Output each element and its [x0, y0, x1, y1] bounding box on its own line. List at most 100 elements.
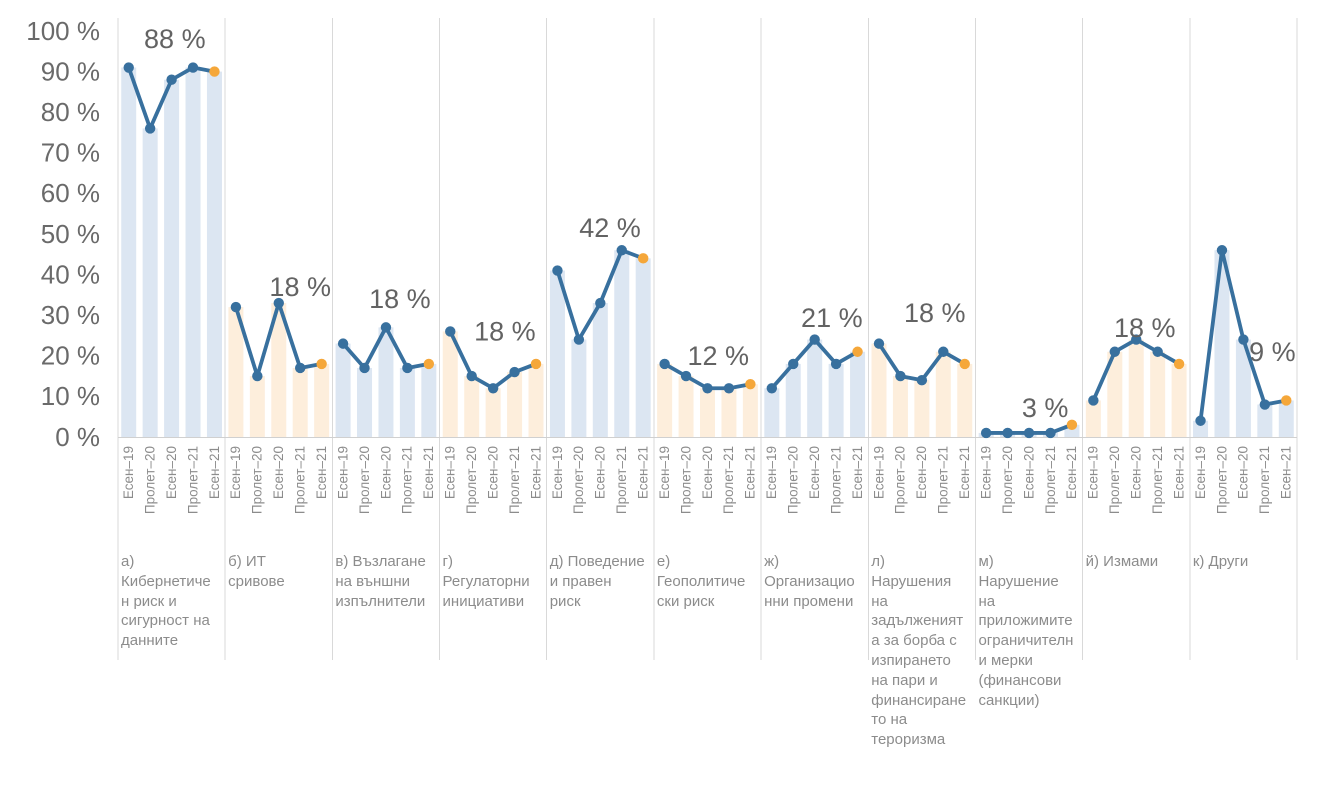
x-axis-tick-label: Есен–20 [700, 446, 715, 499]
bar [892, 376, 908, 437]
annotation-value-label: 3 % [1022, 393, 1069, 423]
bar [357, 367, 373, 437]
x-axis-tick-label: Пролет–21 [1150, 446, 1165, 514]
data-point [295, 362, 306, 374]
x-axis-tick-label: Есен–20 [271, 446, 286, 499]
category-label: ж) Организационни промени [764, 553, 855, 610]
bar [785, 363, 801, 437]
x-axis-tick-label: Пролет–20 [786, 446, 801, 514]
final-data-point [530, 358, 542, 370]
bar [635, 258, 651, 437]
x-axis-tick-label: Есен–19 [1086, 446, 1101, 499]
y-axis-tick-label: 20 % [41, 341, 100, 371]
data-point [830, 358, 842, 370]
bar [742, 384, 758, 437]
final-data-point [959, 358, 970, 370]
category-label: г) Регулаторни инициативи [442, 553, 530, 610]
data-point [359, 362, 370, 374]
category-label: л) Нарушения на задълженията за борба с … [871, 553, 967, 749]
data-point [402, 362, 413, 374]
bar [807, 339, 823, 437]
y-axis-tick-label: 10 % [41, 381, 100, 411]
data-point [445, 326, 456, 337]
data-point [1002, 427, 1013, 439]
final-data-point [423, 358, 435, 370]
x-axis-tick-label: Пролет–21 [400, 446, 415, 514]
x-axis-tick-label: Есен–19 [443, 446, 458, 499]
data-point [123, 62, 134, 73]
data-point [273, 297, 284, 309]
x-axis-tick-label: Пролет–21 [614, 446, 629, 514]
data-point [723, 383, 735, 394]
y-axis-tick-label: 50 % [41, 219, 100, 249]
data-point [702, 383, 713, 394]
bar [1150, 351, 1166, 437]
data-point [337, 338, 349, 349]
x-axis-tick-label: Пролет–20 [464, 446, 479, 514]
bar [249, 376, 265, 437]
bar [1171, 363, 1187, 437]
category-label: м) Нарушение на приложимите ограничителн… [978, 553, 1074, 709]
data-point [1131, 334, 1142, 345]
category-label: б) ИТ сривове [228, 553, 285, 590]
data-point [552, 265, 563, 276]
final-data-point [1281, 395, 1292, 406]
data-point [895, 370, 906, 382]
annotation-value-label: 21 % [801, 303, 863, 333]
x-axis-tick-label: Пролет–20 [1214, 446, 1229, 514]
bar [935, 351, 951, 437]
x-axis-tick-label: Есен–19 [978, 446, 993, 499]
bar [871, 343, 887, 437]
bar [828, 363, 844, 437]
bar [378, 327, 394, 437]
x-axis-tick-label: Пролет–21 [828, 446, 843, 514]
bar [1107, 351, 1123, 437]
category-label: а) Кибернетичен риск и сигурност на данн… [121, 553, 211, 650]
annotation-value-label: 18 % [1114, 313, 1176, 343]
y-axis-tick-label: 60 % [41, 178, 100, 208]
data-point [1088, 395, 1099, 406]
data-point [1023, 427, 1035, 439]
x-axis-tick-label: Есен–20 [807, 446, 822, 499]
bar [442, 331, 458, 437]
final-data-point [1173, 358, 1185, 370]
y-axis-tick-label: 30 % [41, 300, 100, 330]
data-point [466, 370, 477, 382]
x-axis-tick-label: Есен–19 [550, 446, 565, 499]
category-label: е) Геополитически риск [656, 553, 746, 610]
annotation-value-label: 18 % [369, 284, 431, 314]
x-axis-tick-label: Есен–21 [1279, 446, 1294, 499]
y-axis-tick-label: 70 % [41, 138, 100, 168]
x-axis-tick-label: Пролет–20 [1000, 446, 1015, 514]
x-axis-tick-label: Есен–20 [164, 446, 179, 499]
category-label: й) Измами [1085, 553, 1159, 570]
data-point [980, 427, 992, 439]
data-point [230, 301, 242, 313]
data-point [1195, 415, 1206, 426]
final-data-point [637, 253, 649, 264]
data-point [809, 334, 820, 345]
final-data-point [209, 66, 220, 77]
x-axis-tick-label: Есен–21 [957, 446, 972, 499]
x-axis-tick-label: Есен–20 [593, 446, 608, 499]
annotation-value-label: 88 % [144, 24, 206, 54]
bar [464, 376, 480, 437]
bar [850, 351, 866, 437]
bar [528, 363, 544, 437]
data-point [916, 374, 928, 386]
bar [657, 363, 673, 437]
bar [1193, 420, 1209, 437]
bar [1085, 400, 1101, 437]
x-axis-tick-label: Есен–21 [1064, 446, 1079, 499]
x-axis-tick-label: Есен–21 [528, 446, 543, 499]
bar [421, 363, 437, 437]
x-axis-tick-label: Пролет–21 [185, 446, 200, 514]
data-point [573, 334, 585, 345]
final-data-point [852, 346, 863, 357]
x-axis-tick-label: Пролет–20 [571, 446, 586, 514]
bar [614, 250, 630, 437]
bar [571, 339, 587, 437]
annotation-value-label: 18 % [904, 298, 966, 328]
category-label: к) Други [1192, 553, 1249, 570]
bar [1128, 339, 1144, 437]
